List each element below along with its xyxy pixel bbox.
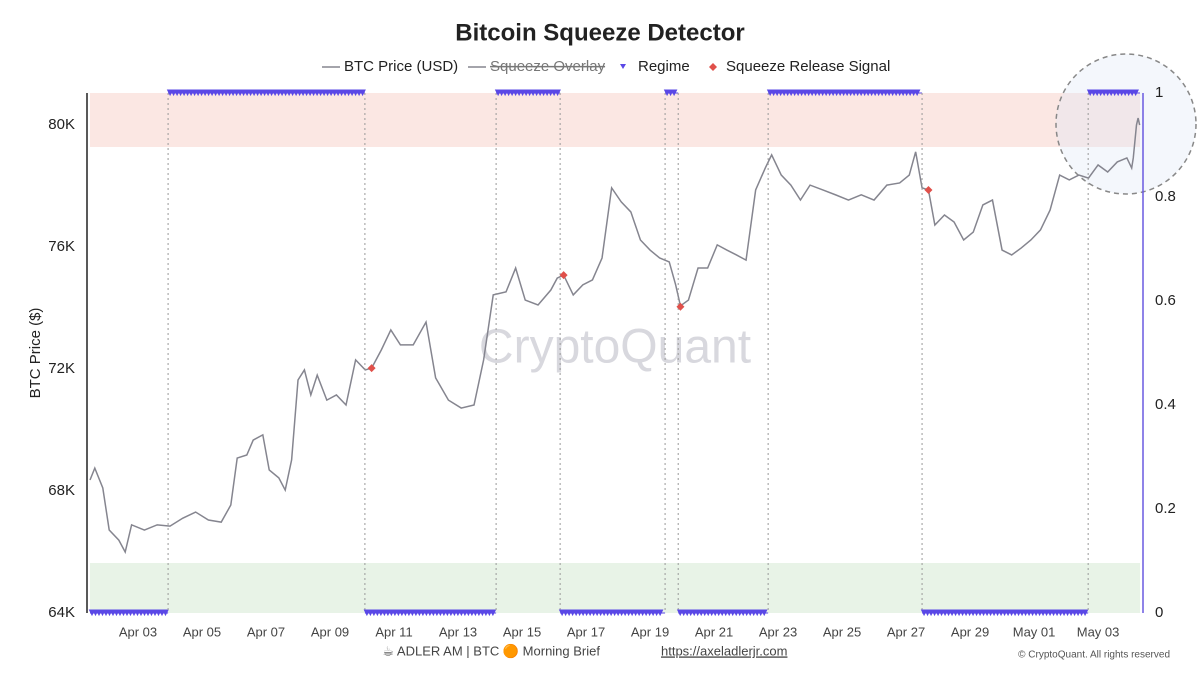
x-tick-label: Apr 07 (247, 624, 285, 639)
chart-title: Bitcoin Squeeze Detector (455, 19, 744, 46)
regime-segment (663, 89, 679, 97)
x-tick-label: May 03 (1077, 624, 1120, 639)
lower-zone (90, 563, 1140, 613)
upper-zone (90, 93, 1140, 147)
legend-label: Squeeze Release Signal (726, 58, 890, 75)
legend-label: Squeeze Overlay (490, 58, 606, 75)
x-tick-label: Apr 15 (503, 624, 541, 639)
y2-tick-label: 0.4 (1155, 396, 1176, 413)
legend-label: Regime (638, 58, 690, 75)
watermark: CryptoQuant (479, 321, 751, 374)
legend-label: BTC Price (USD) (344, 58, 458, 75)
regime-segment (920, 609, 1089, 617)
regime-segment (363, 609, 497, 617)
regime-segment (166, 89, 366, 97)
x-tick-label: Apr 13 (439, 624, 477, 639)
regime-segment (1086, 89, 1140, 97)
y2-tick-label: 0.6 (1155, 292, 1176, 309)
footer-credit: ☕ ADLER AM | BTC 🟠 Morning Brief (382, 643, 600, 658)
y-tick-label: 72K (48, 360, 75, 377)
signal-marker (676, 302, 685, 311)
x-tick-label: Apr 05 (183, 624, 221, 639)
x-tick-label: Apr 19 (631, 624, 669, 639)
legend-marker (709, 63, 717, 71)
signal-marker (367, 364, 376, 373)
signal-marker (559, 271, 568, 280)
x-tick-label: Apr 23 (759, 624, 797, 639)
x-tick-label: Apr 09 (311, 624, 349, 639)
x-tick-label: Apr 25 (823, 624, 861, 639)
regime-segment (494, 89, 561, 97)
footer-copyright: © CryptoQuant. All rights reserved (1018, 650, 1170, 661)
y2-tick-label: 0.2 (1155, 500, 1176, 517)
y2-tick-label: 0.8 (1155, 188, 1176, 205)
x-tick-label: Apr 17 (567, 624, 605, 639)
highlight-circle (1055, 53, 1197, 195)
x-tick-label: Apr 21 (695, 624, 733, 639)
y-tick-label: 80K (48, 116, 75, 133)
y2-tick-label: 1 (1155, 84, 1163, 101)
x-tick-label: Apr 27 (887, 624, 925, 639)
regime-segment (88, 609, 169, 617)
y-tick-label: 68K (48, 482, 75, 499)
legend-marker (620, 64, 626, 69)
regime-segment (766, 89, 923, 97)
footer-link[interactable]: https://axeladlerjr.com (661, 643, 787, 658)
regime-segment (676, 609, 769, 617)
y-tick-label: 64K (48, 604, 75, 621)
regime-segment (558, 609, 666, 617)
price-line (89, 117, 1141, 555)
signal-marker (924, 185, 933, 194)
x-tick-label: Apr 03 (119, 624, 157, 639)
x-tick-label: May 01 (1013, 624, 1056, 639)
y2-tick-label: 0 (1155, 604, 1163, 621)
y-axis-label: BTC Price ($) (27, 308, 44, 399)
x-tick-label: Apr 29 (951, 624, 989, 639)
y-tick-label: 76K (48, 238, 75, 255)
x-tick-label: Apr 11 (375, 624, 412, 639)
